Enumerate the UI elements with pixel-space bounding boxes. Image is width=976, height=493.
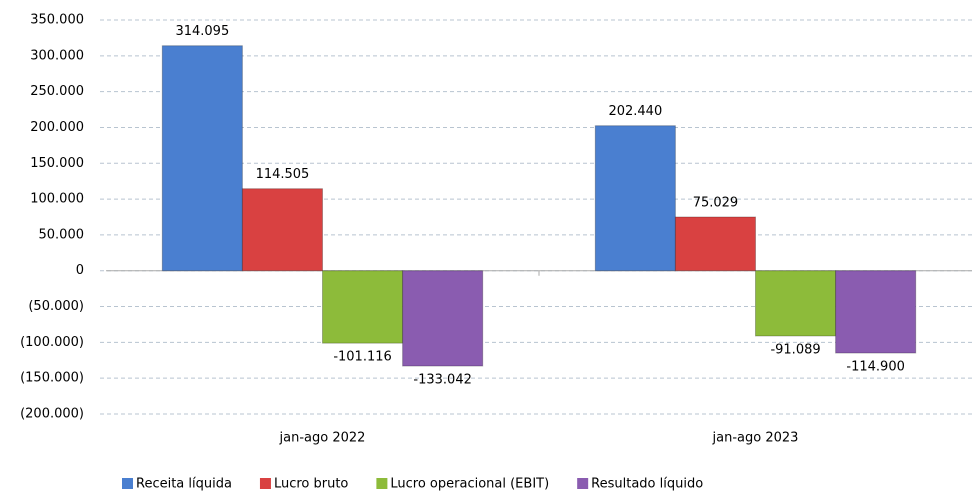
bar xyxy=(755,270,837,337)
y-tick-label: 300.000 xyxy=(30,48,84,63)
x-tick-label: jan-ago 2022 xyxy=(279,431,366,446)
bar xyxy=(674,216,757,272)
y-tick-label: 250.000 xyxy=(30,84,84,99)
legend-label: Lucro operacional (EBIT) xyxy=(390,477,549,492)
legend-label: Lucro bruto xyxy=(274,477,348,492)
x-tick-label: jan-ago 2023 xyxy=(712,431,799,446)
y-tick-label: 100.000 xyxy=(30,192,84,207)
data-label: -101.116 xyxy=(333,350,391,365)
bar xyxy=(402,270,484,367)
data-label: -114.900 xyxy=(846,360,904,375)
y-tick-label: (200.000) xyxy=(20,407,84,422)
data-label: 75.029 xyxy=(693,195,739,210)
legend-swatch xyxy=(376,478,388,489)
legend-label: Resultado líquido xyxy=(591,477,703,492)
data-label: -133.042 xyxy=(413,373,471,388)
data-label: -91.089 xyxy=(770,342,820,357)
y-tick-label: 200.000 xyxy=(30,120,84,135)
legend-swatch xyxy=(259,478,271,489)
bar xyxy=(835,270,917,354)
y-tick-label: 350.000 xyxy=(30,13,84,28)
y-tick-label: 0 xyxy=(76,263,84,278)
y-tick-label: (150.000) xyxy=(20,371,84,386)
bar xyxy=(241,188,324,272)
data-label: 314.095 xyxy=(175,24,229,39)
bar xyxy=(322,270,404,344)
data-label: 114.505 xyxy=(256,167,310,182)
legend-label: Receita líquida xyxy=(136,477,232,492)
y-tick-label: 50.000 xyxy=(39,227,85,242)
legend-swatch xyxy=(122,478,133,489)
bar xyxy=(594,125,676,272)
data-label: 202.440 xyxy=(608,104,662,119)
bar xyxy=(161,45,243,272)
legend-swatch xyxy=(577,478,589,489)
y-tick-label: (100.000) xyxy=(20,335,84,350)
y-tick-label: (50.000) xyxy=(28,299,84,314)
y-tick-label: 150.000 xyxy=(30,156,84,171)
